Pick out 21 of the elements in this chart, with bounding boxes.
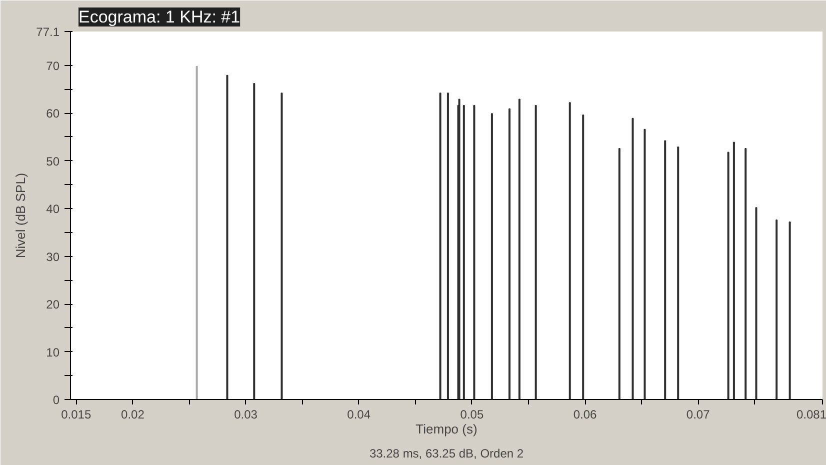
text: 33.28 ms, 63.25 dB, Orden 2 (369, 446, 524, 460)
x-tick-label: 0.05 (460, 408, 484, 422)
y-tick-label: 77.1 (36, 25, 60, 39)
x-tick-label: 0.03 (234, 408, 258, 422)
x-tick-label: 0.081 (796, 408, 826, 422)
y-axis-title: Nivel (dB SPL) (13, 172, 28, 258)
y-tick-label: 10 (46, 345, 60, 360)
y-tick-label: 70 (46, 58, 60, 73)
x-tick-label: 0.02 (121, 408, 145, 422)
x-tick-label: 0.07 (686, 408, 710, 422)
x-tick-label: 0.06 (573, 408, 598, 422)
y-tick-label: 20 (46, 298, 60, 312)
y-tick-label: 40 (46, 202, 60, 216)
y-tick-label: 0 (52, 393, 60, 407)
chart-title: Ecograma: 1 KHz: #1 (78, 8, 240, 26)
y-tick-label: 60 (46, 106, 60, 121)
y-tick-label: 50 (46, 154, 60, 168)
y-tick-label: 30 (46, 250, 60, 264)
x-axis-title: Tiempo (s) (416, 422, 478, 436)
x-tick-label: 0.015 (61, 408, 92, 422)
x-tick-label: 0.04 (347, 408, 371, 422)
